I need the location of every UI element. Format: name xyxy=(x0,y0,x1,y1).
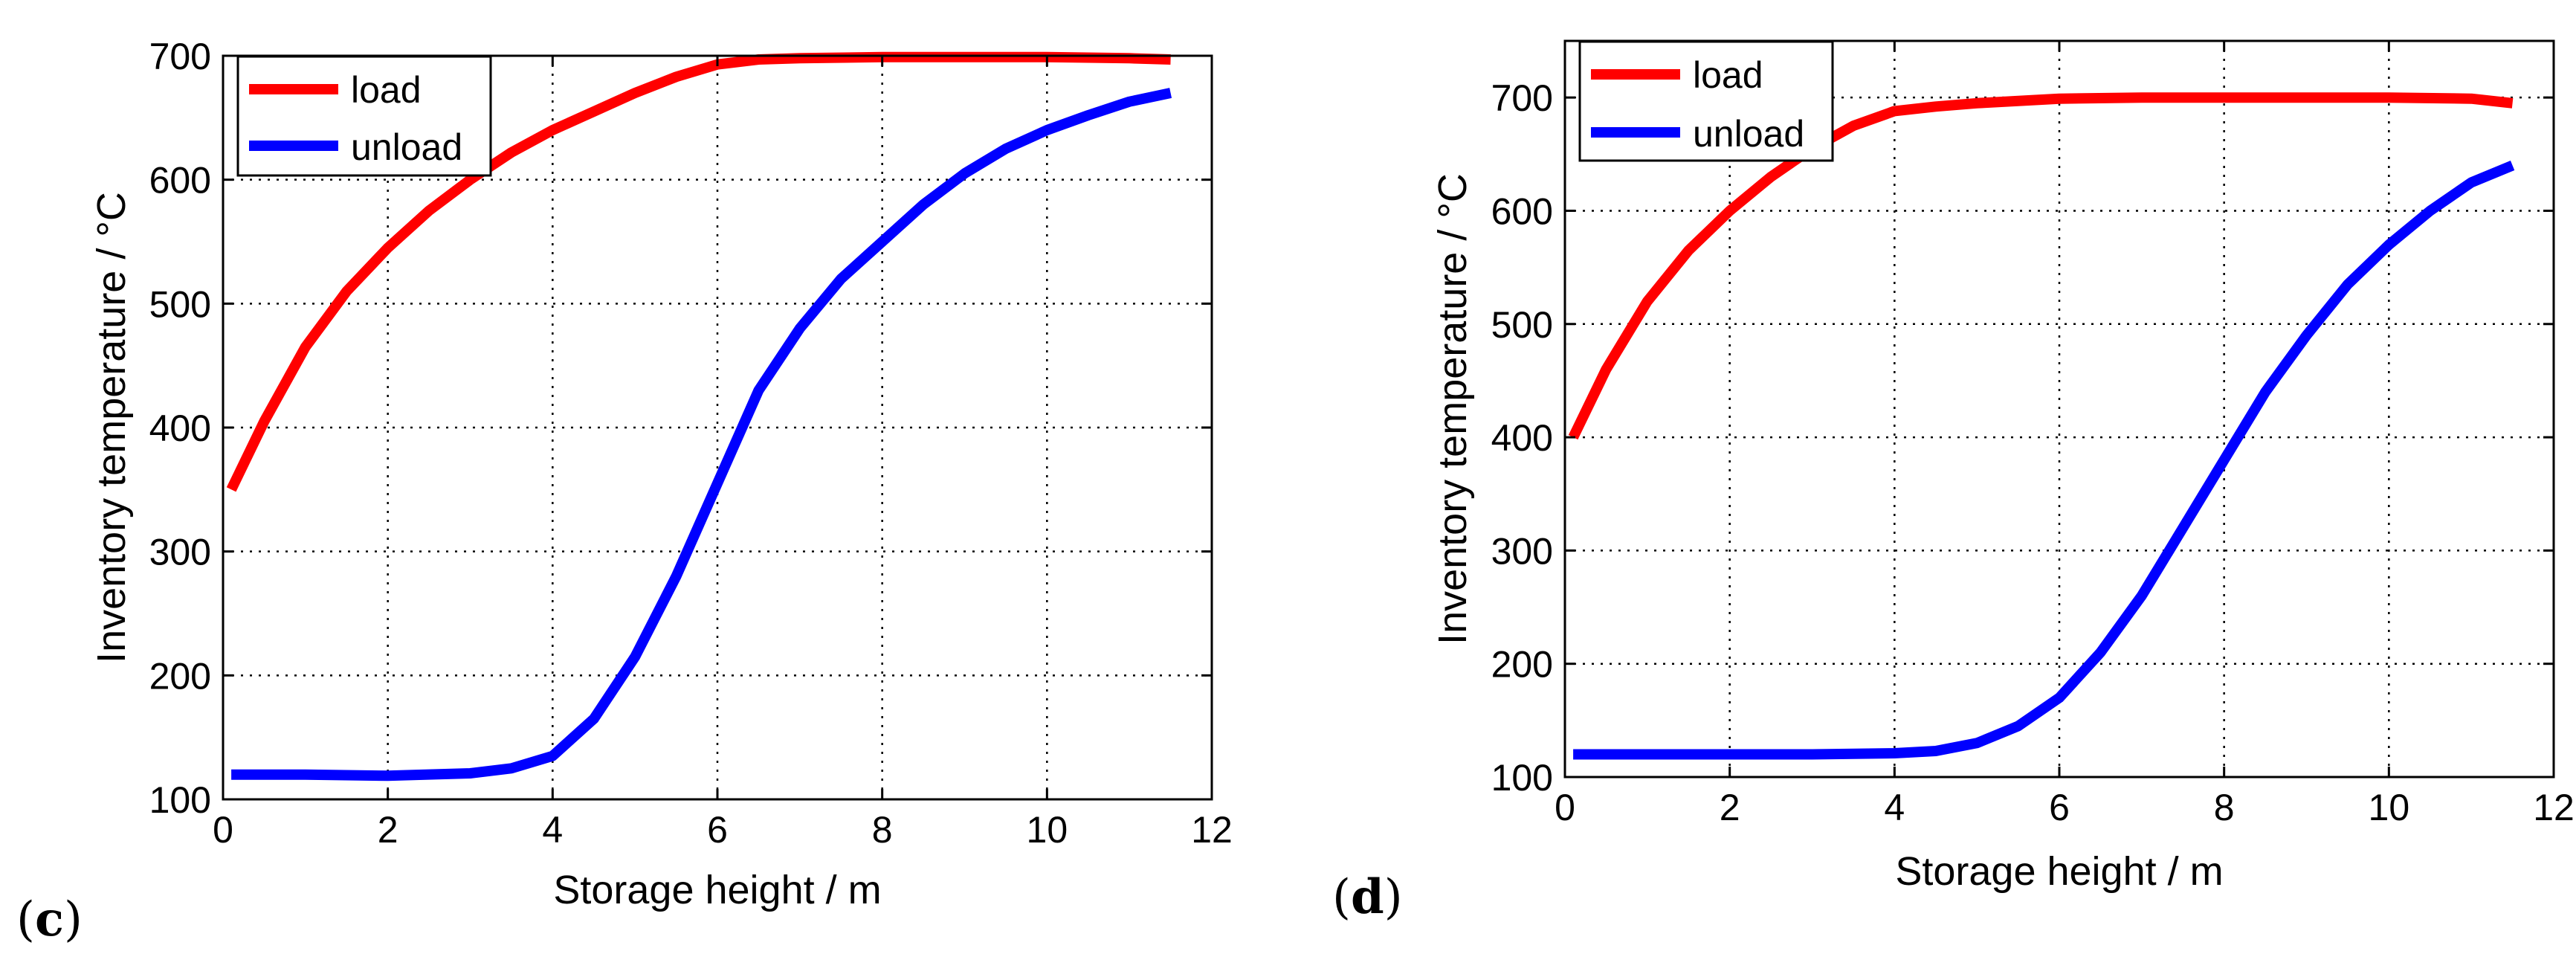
x-tick-label: 12 xyxy=(1191,809,1233,851)
y-axis-label: Inventory temperature / °C xyxy=(1430,173,1475,645)
panel-label-d: (d) xyxy=(1332,869,1403,925)
chart-panel-c: 0 2 4 6 8 10 12 100 200 300 400 500 600 700 load unlo… xyxy=(16,36,1233,947)
chart-panel-d: 0 2 4 6 8 10 12 100 200 300 400 500 600 700 load unlo… xyxy=(1332,39,2575,925)
y-tick-label: 100 xyxy=(149,779,211,821)
y-tick-label: 300 xyxy=(1491,530,1553,572)
x-tick-label: 2 xyxy=(378,809,398,851)
legend-box xyxy=(1578,40,1834,162)
y-tick-label: 700 xyxy=(149,36,211,77)
x-tick-label: 2 xyxy=(1720,787,1740,828)
panel-label-c: (c) xyxy=(16,892,83,947)
x-tick-label: 0 xyxy=(213,809,233,851)
legend-label-unload: unload xyxy=(1693,113,1804,155)
x-tick-label: 10 xyxy=(1027,809,1068,851)
x-axis-label: Storage height / m xyxy=(553,868,881,912)
legend-label-load: load xyxy=(351,69,422,111)
y-tick-label: 600 xyxy=(1491,190,1553,232)
legend: load unload xyxy=(236,55,492,177)
y-tick-label: 500 xyxy=(1491,304,1553,346)
x-tick-label: 4 xyxy=(1884,787,1905,828)
y-tick-label: 200 xyxy=(1491,644,1553,686)
y-tick-label: 600 xyxy=(149,160,211,202)
y-tick-label: 400 xyxy=(149,407,211,449)
panel-letter-d: d xyxy=(1351,869,1384,925)
x-tick-label: 0 xyxy=(1555,787,1575,828)
series-line-load xyxy=(226,51,1171,492)
x-axis-label: Storage height / m xyxy=(1895,849,2223,894)
y-tick-label: 100 xyxy=(1491,757,1553,799)
legend: load unload xyxy=(1578,40,1834,162)
y-tick-label: 700 xyxy=(1491,77,1553,119)
y-tick-label: 400 xyxy=(1491,417,1553,459)
x-tick-label: 6 xyxy=(2049,787,2070,828)
y-tick-label: 200 xyxy=(149,655,211,697)
x-tick-label: 10 xyxy=(2369,787,2410,828)
x-tick-label: 4 xyxy=(542,809,563,851)
y-tick-label: 300 xyxy=(149,532,211,573)
x-tick-label: 8 xyxy=(872,809,893,851)
series-line-unload xyxy=(1573,161,2515,760)
y-axis-label: Inventory temperature / °C xyxy=(89,192,134,663)
legend-label-load: load xyxy=(1693,54,1763,96)
panel-letter-c: c xyxy=(35,892,64,947)
x-tick-label: 8 xyxy=(2214,787,2235,828)
legend-label-unload: unload xyxy=(351,126,462,168)
y-tick-label: 500 xyxy=(149,283,211,325)
series-line-unload xyxy=(231,88,1172,781)
x-tick-label: 12 xyxy=(2533,787,2575,828)
legend-box xyxy=(236,55,492,177)
series-line-load xyxy=(1568,92,2514,440)
x-tick-label: 6 xyxy=(707,809,728,851)
